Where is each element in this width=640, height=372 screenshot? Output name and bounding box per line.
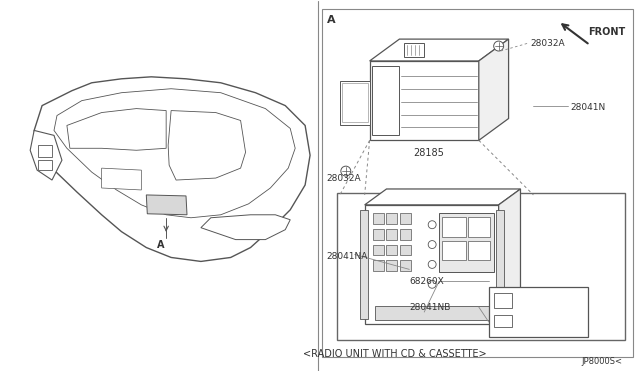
Bar <box>493 315 511 327</box>
Polygon shape <box>340 81 370 125</box>
Bar <box>401 213 412 224</box>
Bar <box>493 293 511 308</box>
Text: 68260X: 68260X <box>410 277 444 286</box>
Circle shape <box>428 221 436 229</box>
Bar <box>387 213 397 224</box>
Bar <box>387 229 397 240</box>
Circle shape <box>493 41 504 51</box>
Bar <box>342 83 367 122</box>
Circle shape <box>428 241 436 248</box>
Polygon shape <box>479 39 509 140</box>
Bar <box>372 213 383 224</box>
Bar <box>439 213 493 272</box>
Bar <box>495 210 504 319</box>
Text: 28185: 28185 <box>413 148 445 158</box>
Bar <box>387 244 397 256</box>
Bar <box>360 210 367 319</box>
Text: <RADIO UNIT WITH CD & CASSETTE>: <RADIO UNIT WITH CD & CASSETTE> <box>303 349 486 359</box>
Circle shape <box>428 280 436 288</box>
Bar <box>401 229 412 240</box>
Bar <box>372 66 399 135</box>
Polygon shape <box>168 110 246 180</box>
Circle shape <box>428 260 436 268</box>
Polygon shape <box>67 109 166 150</box>
Bar <box>370 61 479 140</box>
Polygon shape <box>102 168 141 190</box>
Bar <box>468 241 490 260</box>
Polygon shape <box>370 39 509 61</box>
Bar <box>442 241 466 260</box>
Bar <box>401 260 412 271</box>
Bar <box>468 217 490 237</box>
Bar <box>322 9 633 357</box>
Text: 28041N: 28041N <box>570 103 605 112</box>
Bar <box>365 205 499 324</box>
Text: JP8000S<: JP8000S< <box>582 357 623 366</box>
Bar <box>387 260 397 271</box>
Text: A: A <box>157 240 165 250</box>
Circle shape <box>341 166 351 176</box>
Text: A: A <box>327 15 335 25</box>
Bar <box>442 217 466 237</box>
Bar <box>337 193 625 340</box>
Text: FRONT: FRONT <box>588 27 625 37</box>
Bar <box>374 306 489 320</box>
Polygon shape <box>365 189 520 205</box>
Bar <box>489 287 588 337</box>
Polygon shape <box>54 89 295 218</box>
Polygon shape <box>499 189 520 324</box>
Bar <box>38 160 52 170</box>
Text: 28041NA: 28041NA <box>326 251 367 260</box>
Polygon shape <box>30 131 62 180</box>
Bar <box>372 244 383 256</box>
Text: 28041NB: 28041NB <box>410 303 451 312</box>
Text: 28032A: 28032A <box>531 39 565 48</box>
Bar <box>404 43 424 57</box>
Text: 28032A: 28032A <box>326 174 360 183</box>
Bar <box>372 260 383 271</box>
Polygon shape <box>34 77 310 262</box>
Bar <box>372 229 383 240</box>
Polygon shape <box>147 195 187 215</box>
Polygon shape <box>201 215 290 240</box>
Bar <box>401 244 412 256</box>
Bar <box>38 145 52 157</box>
